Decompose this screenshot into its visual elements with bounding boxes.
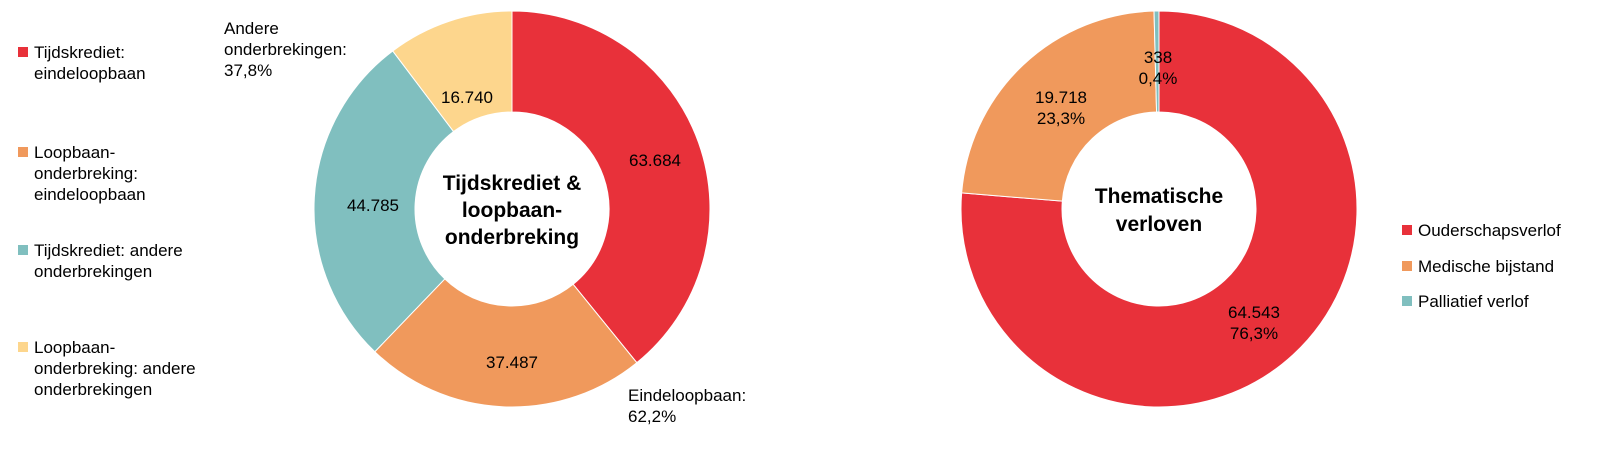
donut-chart-thematische-verloven <box>960 10 1358 408</box>
slice-label-tijdskrediet-eindeloopbaan: 63.684 <box>629 151 681 170</box>
donut-center-title-1-line-2: loopbaan- <box>462 199 562 222</box>
donut-center-title-2-line-1: Thematische <box>1095 185 1223 208</box>
legend-swatch <box>18 47 28 57</box>
legend-item-ouderschapsverlof: Ouderschapsverlof <box>1402 220 1561 241</box>
legend-label: Loopbaan- onderbreking: eindeloopbaan <box>34 143 146 204</box>
legend-item-medische-bijstand: Medische bijstand <box>1402 256 1554 277</box>
donut2-slice-2 <box>1153 10 1160 113</box>
slice-label-medische-value: 19.718 <box>1035 88 1087 107</box>
legend-swatch <box>18 147 28 157</box>
legend-right: Ouderschapsverlof Medische bijstand Pall… <box>1402 0 1600 450</box>
legend-swatch <box>1402 296 1412 306</box>
slice-label-tijdskrediet-andere: 44.785 <box>347 196 399 215</box>
donut1-slice-2 <box>313 50 455 353</box>
donut1-slice-3 <box>392 10 513 133</box>
legend-item-palliatief-verlof: Palliatief verlof <box>1402 291 1529 312</box>
donut-chart-tijdskrediet <box>313 10 711 408</box>
legend-item-tijdskrediet-andere: Tijdskrediet: andere onderbrekingen <box>18 240 183 282</box>
slice-label-medische-percent: 23,3% <box>1037 109 1085 128</box>
legend-swatch <box>18 245 28 255</box>
annotation-eindeloopbaan-line-1: Eindeloopbaan: <box>628 386 746 405</box>
donut2-slice-0 <box>960 10 1358 408</box>
legend-label: Tijdskrediet: eindeloopbaan <box>34 43 146 83</box>
annotation-andere-line-1: Andere <box>224 19 279 38</box>
legend-item-loopbaan-eindeloopbaan: Loopbaan- onderbreking: eindeloopbaan <box>18 142 146 205</box>
donut-center-title-2-line-2: verloven <box>1116 213 1202 236</box>
annotation-eindeloopbaan-line-2: 62,2% <box>628 407 676 426</box>
annotation-andere-line-3: 37,8% <box>224 61 272 80</box>
slice-label-loopbaan-andere: 16.740 <box>441 88 493 107</box>
annotation-andere-line-2: onderbrekingen: <box>224 40 347 59</box>
slice-label-ouderschap-value: 64.543 <box>1228 303 1280 322</box>
legend-item-tijdskrediet-eindeloopbaan: Tijdskrediet: eindeloopbaan <box>18 42 146 84</box>
legend-swatch <box>18 342 28 352</box>
legend-label: Loopbaan- onderbreking: andere onderbrek… <box>34 338 196 399</box>
legend-swatch <box>1402 261 1412 271</box>
slice-label-ouderschap-percent: 76,3% <box>1230 324 1278 343</box>
slice-label-palliatief-percent: 0,4% <box>1139 69 1178 88</box>
legend-swatch <box>1402 225 1412 235</box>
slice-label-loopbaan-eindeloopbaan: 37.487 <box>486 353 538 372</box>
donut-center-title-1-line-3: onderbreking <box>445 226 579 249</box>
legend-label: Palliatief verlof <box>1418 292 1529 311</box>
legend-label: Ouderschapsverlof <box>1418 221 1561 240</box>
donut-center-title-1-line-1: Tijdskrediet & <box>443 172 582 195</box>
slice-label-palliatief-value: 338 <box>1144 48 1172 67</box>
legend-item-loopbaan-andere: Loopbaan- onderbreking: andere onderbrek… <box>18 337 196 400</box>
legend-label: Tijdskrediet: andere onderbrekingen <box>34 241 183 281</box>
donut1-slice-1 <box>374 278 638 408</box>
donut2-slice-1 <box>961 10 1158 202</box>
donut1-slice-0 <box>511 10 711 364</box>
legend-left: Tijdskrediet: eindeloopbaan Loopbaan- on… <box>18 0 238 450</box>
legend-label: Medische bijstand <box>1418 257 1555 276</box>
